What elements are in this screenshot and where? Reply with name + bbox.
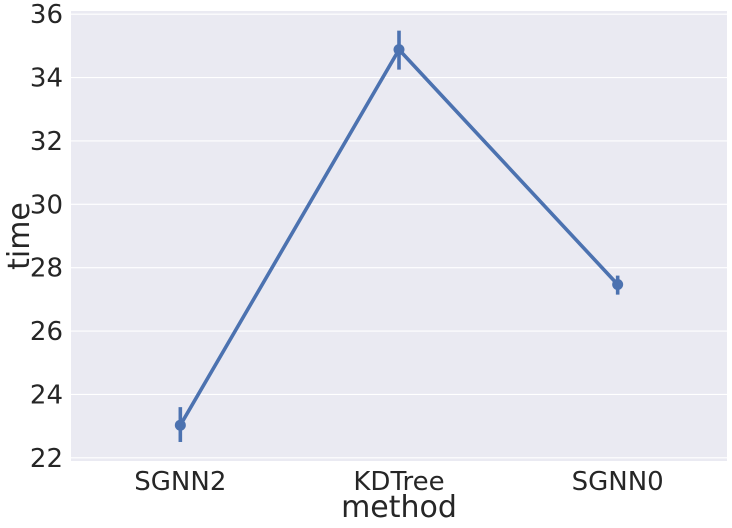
y-tick-label: 26 [30,317,63,347]
series [174,30,624,442]
gridlines [71,13,727,459]
y-tick-label: 30 [30,190,63,220]
x-tick-labels: SGNN2 KDTree SGNN0 [134,467,663,497]
y-tick-label: 36 [30,0,63,30]
x-axis-label: method [341,490,457,525]
x-tick-label: SGNN2 [134,467,226,497]
data-point [174,419,186,431]
plot-area [71,11,727,461]
x-tick-label: SGNN0 [572,467,664,497]
data-point [393,44,405,56]
x-tick-label: KDTree [353,467,444,497]
y-tick-label: 32 [30,127,63,157]
y-tick-label: 24 [30,380,63,410]
data-point [612,278,624,290]
y-tick-label: 34 [30,64,63,94]
y-tick-label: 28 [30,254,63,284]
y-tick-labels: 22 24 26 28 30 32 34 36 [30,0,63,474]
y-tick-label: 22 [30,444,63,474]
y-axis-label: time [2,202,37,270]
